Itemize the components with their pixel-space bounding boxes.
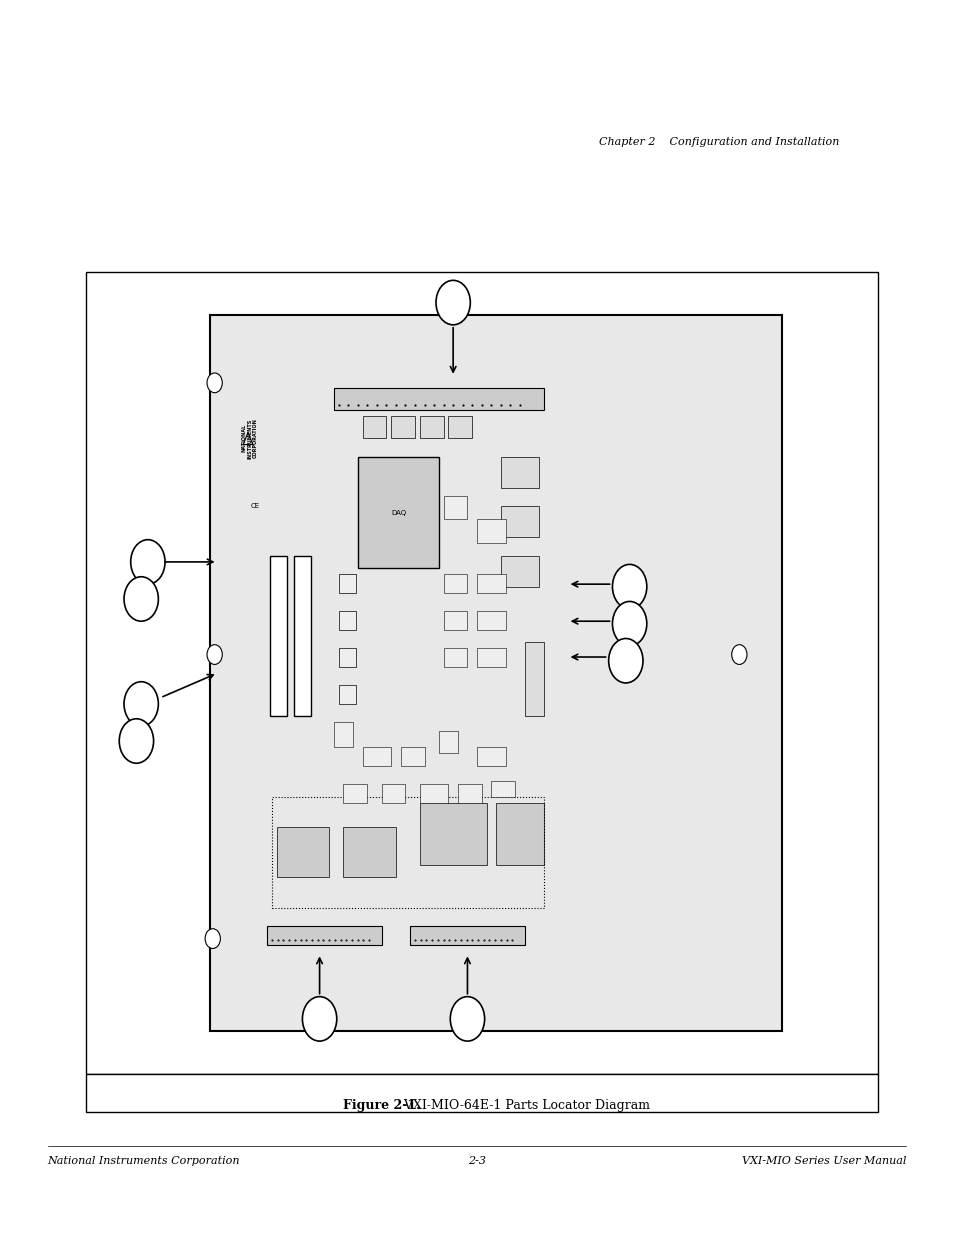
Bar <box>362 416 386 438</box>
Circle shape <box>450 997 484 1041</box>
Bar <box>443 611 467 630</box>
Circle shape <box>207 373 222 393</box>
Text: VXI-MIO-64E-1 Parts Locator Diagram: VXI-MIO-64E-1 Parts Locator Diagram <box>395 1099 649 1112</box>
Bar <box>419 784 448 803</box>
Bar <box>86 1074 877 1112</box>
Bar <box>362 747 391 766</box>
Circle shape <box>207 645 222 664</box>
Bar <box>524 642 543 716</box>
Bar <box>419 416 443 438</box>
Bar <box>500 457 538 488</box>
Text: 2-3: 2-3 <box>468 1156 485 1166</box>
Bar <box>210 315 781 1031</box>
Bar <box>438 731 457 753</box>
Bar <box>476 648 505 667</box>
Bar <box>443 574 467 593</box>
Bar <box>496 803 543 864</box>
Bar <box>270 556 287 716</box>
Bar <box>334 722 353 747</box>
Bar <box>334 388 543 410</box>
Bar <box>357 457 438 568</box>
Text: CE: CE <box>251 504 260 509</box>
Circle shape <box>124 682 158 726</box>
Bar <box>457 784 481 803</box>
Bar <box>400 747 424 766</box>
Bar <box>410 926 524 945</box>
Circle shape <box>436 280 470 325</box>
Circle shape <box>119 719 153 763</box>
Text: Chapter 2    Configuration and Installation: Chapter 2 Configuration and Installation <box>598 137 839 147</box>
Text: NATIONAL
INSTRUMENTS
CORPORATION: NATIONAL INSTRUMENTS CORPORATION <box>241 419 258 458</box>
Bar <box>294 556 311 716</box>
Text: National Instruments Corporation: National Instruments Corporation <box>48 1156 240 1166</box>
Bar <box>343 827 395 877</box>
Circle shape <box>731 645 746 664</box>
Bar <box>338 648 355 667</box>
Bar <box>381 784 405 803</box>
Bar <box>338 611 355 630</box>
Circle shape <box>612 601 646 646</box>
Bar <box>343 784 367 803</box>
Circle shape <box>124 577 158 621</box>
Bar <box>443 648 467 667</box>
Bar <box>338 574 355 593</box>
Bar <box>491 781 515 797</box>
Bar <box>419 803 486 864</box>
Bar <box>391 416 415 438</box>
Bar <box>476 611 505 630</box>
Circle shape <box>608 638 642 683</box>
Bar <box>476 519 505 543</box>
Bar <box>267 926 381 945</box>
Circle shape <box>131 540 165 584</box>
Text: Figure 2-1.: Figure 2-1. <box>343 1099 420 1112</box>
Bar <box>500 556 538 587</box>
Circle shape <box>612 564 646 609</box>
Bar <box>448 416 472 438</box>
Text: VXI-MIO Series User Manual: VXI-MIO Series User Manual <box>741 1156 905 1166</box>
Text: DAQ: DAQ <box>391 510 406 515</box>
Circle shape <box>205 929 220 948</box>
Bar <box>338 685 355 704</box>
Bar <box>476 574 505 593</box>
Bar <box>500 506 538 537</box>
Bar <box>476 747 505 766</box>
Bar <box>86 272 877 1074</box>
Bar <box>276 827 329 877</box>
Bar <box>272 797 543 908</box>
Circle shape <box>302 997 336 1041</box>
Bar <box>443 496 467 519</box>
